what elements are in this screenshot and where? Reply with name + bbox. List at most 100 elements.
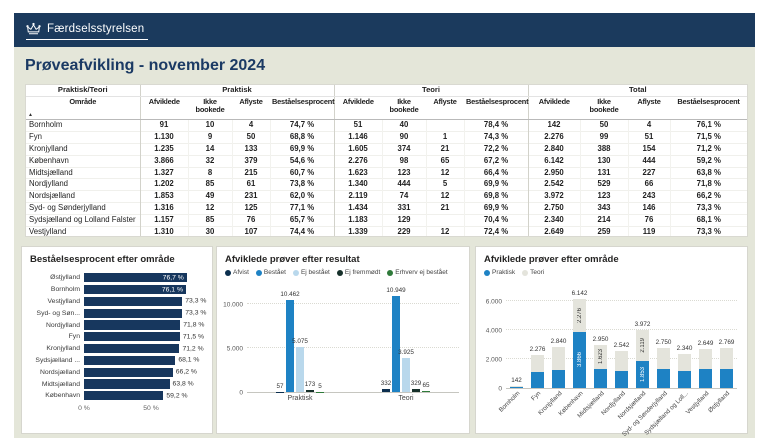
bar[interactable] bbox=[402, 357, 410, 392]
praktisk-segment[interactable] bbox=[594, 368, 607, 388]
value-label: 57 bbox=[276, 382, 284, 390]
praktisk-segment[interactable] bbox=[615, 370, 628, 388]
bar[interactable]: 76,7 % bbox=[84, 273, 187, 283]
column-header-bestaaelsesprocent[interactable]: Beståelsesprocent bbox=[670, 96, 747, 120]
column-header-bestaaelsesprocent[interactable]: Beståelsesprocent bbox=[270, 96, 335, 120]
bar[interactable] bbox=[382, 389, 390, 392]
teori-segment[interactable] bbox=[510, 385, 523, 387]
bar[interactable] bbox=[84, 344, 180, 354]
value-cell: 73,8 % bbox=[269, 178, 334, 191]
axis-tick-label: 6.000 bbox=[485, 298, 502, 306]
bar[interactable] bbox=[84, 296, 183, 307]
stacked-bar[interactable] bbox=[510, 292, 523, 388]
teori-segment[interactable] bbox=[699, 349, 712, 369]
praktisk-segment[interactable] bbox=[531, 371, 544, 388]
column-header-ikke-bookede[interactable]: Ikke bookede bbox=[580, 96, 629, 120]
table-row[interactable]: København 3.866 32 379 54,6 % 2.276 98 65 67,2 %… bbox=[26, 155, 747, 168]
column-header-aflyste[interactable]: Aflyste bbox=[232, 96, 270, 120]
bar[interactable] bbox=[84, 332, 180, 342]
value-cell: 1.339 bbox=[333, 226, 382, 236]
table-row[interactable]: Vestjylland 1.310 30 107 74,4 % 1.339 229 12 72,… bbox=[26, 226, 747, 236]
praktisk-segment[interactable]: 3.866 bbox=[573, 331, 586, 388]
table-row[interactable]: Fyn 1.130 9 50 68,8 % 1.146 90 1 74,3 % 2.276 99 51… bbox=[26, 131, 747, 144]
legend-item[interactable]: Bestået bbox=[255, 269, 286, 276]
legend-item[interactable]: Erhverv ej bestået bbox=[387, 269, 448, 276]
category-label: Fyn bbox=[68, 333, 80, 341]
value-cell: 154 bbox=[627, 143, 671, 156]
praktisk-segment[interactable] bbox=[552, 370, 565, 388]
column-header-aflyste[interactable]: Aflyste bbox=[628, 96, 671, 120]
stacked-bar[interactable]: 2.276 3.866 bbox=[573, 292, 586, 388]
category-label: Kronjylland bbox=[46, 345, 80, 353]
value-cell: 1.327 bbox=[139, 167, 188, 179]
column-header-afviklede[interactable]: Afviklede bbox=[333, 96, 382, 120]
bar[interactable] bbox=[84, 391, 164, 401]
column-header-aflyste[interactable]: Aflyste bbox=[426, 96, 464, 120]
stacked-bar[interactable]: 1.623 bbox=[594, 292, 607, 388]
value-cell: 123 bbox=[579, 190, 629, 203]
praktisk-segment[interactable] bbox=[657, 368, 670, 388]
value-cell: 90 bbox=[381, 131, 426, 144]
teori-segment[interactable]: 2.276 bbox=[573, 298, 586, 332]
table-row[interactable]: Sydsjælland og Lolland Falster 1.157 85 76 6… bbox=[26, 214, 747, 227]
value-label: 71,5 % bbox=[182, 333, 205, 341]
bar[interactable] bbox=[306, 390, 314, 392]
teori-segment[interactable] bbox=[531, 354, 544, 372]
column-header-ikke-bookede[interactable]: Ikke bookede bbox=[382, 96, 426, 120]
legend-item[interactable]: Praktisk bbox=[484, 269, 515, 276]
legend-item[interactable]: Afvist bbox=[225, 269, 249, 276]
bar[interactable] bbox=[392, 295, 400, 392]
bar[interactable]: 76,1 % bbox=[84, 285, 187, 295]
teori-segment[interactable]: 1.623 bbox=[594, 345, 607, 369]
teori-segment[interactable] bbox=[615, 351, 628, 371]
column-header-afviklede[interactable]: Afviklede bbox=[527, 96, 581, 120]
bar[interactable] bbox=[286, 300, 294, 392]
bar[interactable] bbox=[84, 379, 170, 389]
legend-item[interactable]: Ej bestået bbox=[292, 269, 330, 276]
bar[interactable] bbox=[84, 367, 173, 377]
stacked-bar[interactable] bbox=[699, 292, 712, 388]
column-header-bestaaelsesprocent[interactable]: Beståelsesprocent bbox=[464, 96, 529, 120]
stacked-bar[interactable] bbox=[615, 292, 628, 388]
stacked-bar[interactable] bbox=[678, 292, 691, 388]
bar[interactable] bbox=[84, 320, 181, 330]
bar[interactable] bbox=[276, 391, 284, 392]
table-row[interactable]: Bornholm 91 10 4 74,7 % 51 40 78,4 % 142 50 4 76,1 … bbox=[26, 119, 747, 132]
praktisk-segment[interactable]: 1.853 bbox=[636, 361, 649, 388]
column-header-omraade[interactable]: Område ▲ bbox=[26, 96, 140, 120]
teori-segment[interactable] bbox=[657, 348, 670, 369]
table-row[interactable]: Midtsjælland 1.327 8 215 60,7 % 1.623 123 12 66,… bbox=[26, 167, 747, 179]
bar[interactable] bbox=[84, 308, 183, 318]
table-row[interactable]: Nordjylland 1.202 85 61 73,8 % 1.340 444 5 69,9 … bbox=[26, 178, 747, 191]
teori-segment[interactable] bbox=[678, 353, 691, 372]
praktisk-segment[interactable] bbox=[699, 368, 712, 388]
teori-segment[interactable]: 2.119 bbox=[636, 330, 649, 362]
table-row[interactable]: Kronjylland 1.235 14 133 69,9 % 1.605 374 21 72,… bbox=[26, 143, 747, 156]
category-label: Fyn bbox=[530, 390, 543, 403]
stacked-bar[interactable]: 2.119 1.853 bbox=[636, 292, 649, 388]
column-header-afviklede[interactable]: Afviklede bbox=[139, 96, 188, 120]
bar[interactable] bbox=[422, 391, 430, 392]
praktisk-segment[interactable] bbox=[720, 369, 733, 388]
value-cell: 5 bbox=[425, 178, 464, 191]
teori-segment[interactable] bbox=[720, 347, 733, 370]
stacked-bar[interactable] bbox=[552, 292, 565, 388]
legend-item[interactable]: Teori bbox=[522, 269, 544, 276]
category-label: Nordsjælland bbox=[39, 368, 80, 376]
bar-row: Nordjylland 71,8 % bbox=[22, 319, 212, 331]
legend-item[interactable]: Ej fremmødt bbox=[336, 269, 380, 276]
bar[interactable] bbox=[412, 389, 420, 392]
bar[interactable] bbox=[84, 355, 176, 366]
stacked-bar[interactable] bbox=[531, 292, 544, 388]
stacked-bar[interactable] bbox=[720, 292, 733, 388]
column-header-ikke-bookede[interactable]: Ikke bookede bbox=[188, 96, 232, 120]
table-row[interactable]: Syd- og Sønderjylland 1.316 12 125 77,1 % 1.4… bbox=[26, 202, 747, 215]
table-row[interactable]: Nordsjælland 1.853 49 231 62,0 % 2.119 74 12 69,… bbox=[26, 190, 747, 203]
bar[interactable] bbox=[316, 391, 324, 392]
bar[interactable] bbox=[296, 347, 304, 392]
teori-segment[interactable] bbox=[552, 346, 565, 371]
praktisk-segment[interactable] bbox=[678, 371, 691, 388]
praktisk-segment[interactable] bbox=[510, 386, 523, 388]
value-cell: 32 bbox=[187, 155, 232, 168]
stacked-bar[interactable] bbox=[657, 292, 670, 388]
